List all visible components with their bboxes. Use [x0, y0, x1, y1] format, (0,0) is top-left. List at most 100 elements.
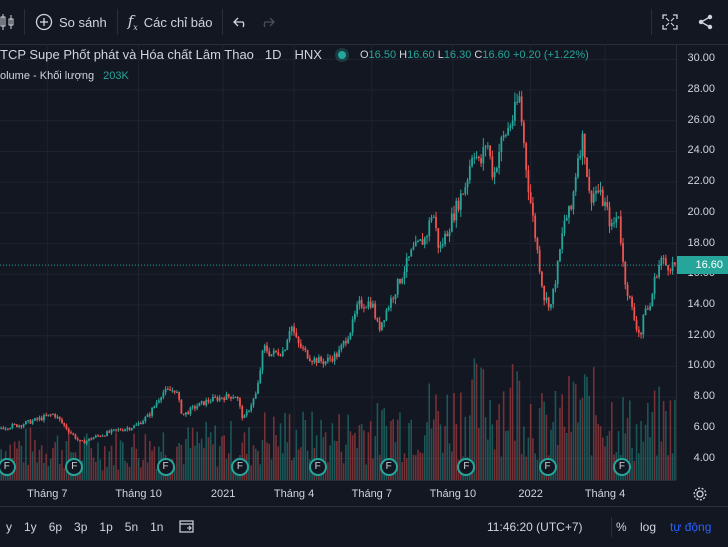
candle-body — [205, 400, 208, 406]
volume-bar — [665, 411, 667, 480]
volume-bar — [322, 437, 325, 480]
volume-bar — [291, 460, 293, 480]
share-button[interactable] — [688, 0, 728, 44]
volume-bar — [565, 432, 568, 480]
volume-bar — [18, 440, 20, 480]
volume-bar — [405, 458, 408, 480]
indicators-button[interactable]: fx Các chỉ báo — [118, 0, 223, 44]
candle-body — [554, 283, 557, 289]
financial-report-marker[interactable]: F — [156, 458, 175, 476]
candle-body — [52, 414, 54, 416]
candle-body — [387, 307, 390, 310]
volume-bar — [295, 429, 298, 480]
candle-body — [608, 207, 611, 227]
candle-body — [248, 410, 250, 412]
range-option[interactable]: 1y — [24, 520, 37, 534]
candle-body — [45, 415, 48, 417]
settings-gear-icon[interactable] — [693, 487, 707, 501]
redo-button[interactable] — [259, 0, 285, 44]
candle-body — [272, 350, 275, 355]
candle-body — [547, 297, 550, 308]
financial-report-marker[interactable]: F — [308, 458, 327, 476]
range-option[interactable]: y — [6, 520, 12, 534]
volume-bar — [381, 409, 383, 480]
candle-body — [444, 233, 446, 245]
candle-style-button[interactable] — [0, 0, 24, 44]
candle-body — [38, 417, 41, 420]
candle-body — [595, 190, 597, 194]
candle-body — [290, 326, 293, 332]
volume-bar — [133, 433, 135, 480]
financial-report-marker[interactable]: F — [0, 458, 16, 476]
range-option[interactable]: 1n — [150, 520, 164, 534]
volume-bar — [541, 393, 543, 480]
log-toggle[interactable]: log — [640, 520, 657, 534]
volume-bar — [126, 463, 129, 480]
toolbar-divider — [116, 9, 118, 35]
financial-report-marker[interactable]: F — [457, 458, 476, 476]
price-tick-label: 20.00 — [687, 205, 715, 218]
candle-body — [209, 401, 212, 403]
candle-body — [106, 431, 108, 436]
compare-button[interactable]: So sánh — [25, 0, 117, 44]
volume-bar — [403, 453, 406, 480]
candle-body — [464, 187, 467, 194]
financial-report-marker[interactable]: F — [230, 458, 249, 476]
volume-bar — [523, 426, 525, 480]
volume-bar — [545, 414, 548, 480]
undo-button[interactable] — [223, 0, 259, 44]
volume-bar — [155, 468, 158, 480]
volume-bar — [49, 458, 52, 480]
price-axis[interactable]: 30.0028.0026.0024.0022.0020.0018.0016.00… — [676, 44, 728, 480]
range-option[interactable]: 6p — [48, 520, 63, 534]
price-tick-label: 4.00 — [693, 451, 715, 464]
financial-report-marker[interactable]: F — [65, 458, 84, 476]
candle-body — [597, 190, 600, 193]
volume-bar — [482, 369, 485, 480]
financial-report-marker[interactable]: F — [379, 458, 398, 476]
volume-bar — [640, 420, 642, 480]
volume-bar — [54, 442, 56, 480]
volume-bar — [525, 456, 527, 480]
candle-body — [669, 270, 672, 272]
volume-bar — [412, 454, 415, 480]
volume-bar — [385, 425, 388, 480]
close-value: 16.60 — [482, 48, 510, 61]
candle-body — [83, 440, 86, 444]
volume-bar — [570, 431, 573, 480]
range-option[interactable]: 3p — [74, 520, 88, 534]
candle-body — [559, 249, 561, 262]
volume-bar — [487, 439, 489, 480]
candle-body — [65, 425, 68, 430]
range-option[interactable]: 1p — [99, 520, 113, 534]
toolbar-divider — [24, 9, 25, 35]
bottom-divider — [611, 517, 612, 537]
volume-bar — [67, 429, 70, 480]
volume-bar — [13, 441, 16, 480]
auto-scale-toggle[interactable]: tự động — [670, 520, 712, 534]
fullscreen-button[interactable] — [652, 0, 688, 44]
volume-bar — [47, 466, 50, 480]
volume-bar — [306, 450, 309, 480]
clock-readout[interactable]: 11:46:20 (UTC+7) — [487, 520, 583, 534]
date-range-icon[interactable] — [179, 519, 195, 536]
candle-body — [299, 343, 302, 348]
candle-body — [475, 156, 478, 158]
volume-bar — [216, 466, 219, 480]
candle-body — [277, 352, 280, 355]
volume-bar — [532, 438, 534, 480]
volume-bar — [180, 444, 183, 480]
candle-body — [374, 303, 377, 319]
range-option[interactable]: 5n — [124, 520, 139, 534]
candle-body — [92, 437, 95, 440]
candle-body — [504, 134, 507, 136]
candle-body — [133, 425, 135, 429]
candle-body — [426, 236, 428, 238]
financial-report-marker[interactable]: F — [612, 458, 631, 476]
volume-bar — [31, 451, 34, 480]
price-chart[interactable] — [0, 44, 676, 480]
time-axis[interactable]: Tháng 7 Tháng 10 2021 Tháng 4 Tháng 7 Tháng 1… — [0, 480, 707, 507]
financial-report-marker[interactable]: F — [538, 458, 557, 476]
percent-toggle[interactable]: % — [616, 520, 627, 534]
candle-body — [534, 215, 537, 239]
